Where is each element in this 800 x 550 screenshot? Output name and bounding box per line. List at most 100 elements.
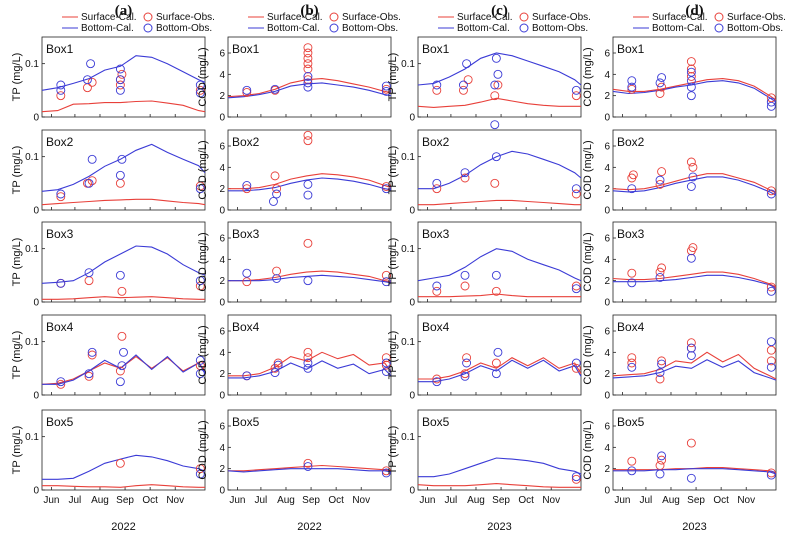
surface-obs-point bbox=[195, 464, 205, 474]
plot-area bbox=[227, 221, 392, 303]
bottom-cal-line bbox=[417, 248, 582, 282]
bottom-obs-point bbox=[432, 178, 442, 188]
bottom-obs-point bbox=[87, 347, 97, 357]
surface-obs-point bbox=[303, 43, 313, 53]
surface-obs-point bbox=[303, 353, 313, 363]
bottom-obs-point bbox=[381, 81, 391, 91]
surface-obs-point bbox=[56, 91, 66, 101]
plot-area bbox=[417, 129, 582, 211]
x-tick-label-jun: Jun bbox=[419, 495, 435, 506]
bottom-cal-line bbox=[227, 82, 392, 99]
x-tick-label-jul: Jul bbox=[640, 495, 653, 506]
x-tick-label-sep: Sep bbox=[687, 495, 705, 506]
bottom-obs-point bbox=[195, 276, 205, 286]
bottom-obs-point bbox=[571, 358, 581, 368]
box-label: Box4 bbox=[617, 320, 645, 334]
y-tick-label: 4 bbox=[219, 163, 225, 174]
y-tick-label: 0 bbox=[604, 206, 610, 217]
surface-obs-point bbox=[460, 369, 470, 379]
bottom-obs-point bbox=[86, 59, 96, 69]
box-label: Box4 bbox=[232, 320, 260, 334]
surface-obs-point bbox=[381, 84, 391, 94]
surface-obs-point bbox=[657, 356, 667, 366]
subplot-2-box2: 0 2 4 6 COD (mg/L) Box2 bbox=[197, 129, 392, 217]
bottom-obs-point bbox=[766, 286, 776, 296]
bottom-obs-point bbox=[115, 270, 125, 280]
bottom-obs-point bbox=[303, 179, 313, 189]
bottom-obs-point bbox=[493, 69, 503, 79]
bottom-cal-line bbox=[41, 55, 206, 91]
box-label: Box5 bbox=[422, 415, 450, 429]
bottom-obs-point bbox=[84, 369, 94, 379]
legend-surface-obs-label: Surface-Obs. bbox=[342, 12, 401, 23]
y-tick-label: 0 bbox=[409, 206, 415, 217]
surface-obs-point bbox=[627, 353, 637, 363]
legend: Surface-Cal.Bottom-Cal. Surface-Obs.Botto… bbox=[633, 12, 786, 34]
bottom-obs-point bbox=[491, 53, 501, 63]
legend-bottom-obs-label: Bottom-Obs. bbox=[342, 23, 398, 34]
plot-area bbox=[41, 409, 206, 491]
y-tick-label: 4 bbox=[219, 255, 225, 266]
bottom-obs-point bbox=[119, 347, 128, 357]
surface-obs-point bbox=[657, 455, 667, 465]
y-axis-label: TP (mg/L) bbox=[11, 331, 23, 380]
box-label: Box1 bbox=[46, 42, 74, 56]
plot-area bbox=[41, 221, 206, 303]
y-tick-label: 0 bbox=[604, 486, 610, 497]
surface-obs-point bbox=[628, 170, 638, 180]
y-tick-label: 0 bbox=[219, 206, 225, 217]
surface-obs-point bbox=[195, 85, 205, 95]
y-tick-label: 0 bbox=[33, 298, 39, 309]
bottom-obs-point bbox=[117, 361, 127, 371]
surface-obs-point bbox=[273, 358, 283, 368]
y-axis-label: COD (mg/L) bbox=[197, 420, 209, 479]
bottom-obs-point bbox=[115, 377, 125, 387]
bottom-obs-point bbox=[462, 59, 472, 69]
surface-obs-point bbox=[686, 338, 696, 348]
y-tick-label: 0 bbox=[409, 391, 415, 402]
x-tick-label-nov: Nov bbox=[352, 495, 370, 506]
surface-obs-point bbox=[195, 181, 205, 191]
surface-obs-point bbox=[571, 363, 581, 373]
surface-obs-point bbox=[303, 75, 313, 85]
x-tick-label-sep: Sep bbox=[302, 495, 320, 506]
surface-obs-point bbox=[195, 281, 205, 291]
bottom-obs-point bbox=[84, 178, 94, 188]
bottom-obs-point bbox=[688, 172, 698, 182]
bottom-obs-point bbox=[270, 84, 280, 94]
plot-area bbox=[612, 36, 777, 118]
y-tick-label: 0 bbox=[409, 298, 415, 309]
bottom-obs-point bbox=[462, 358, 472, 368]
y-tick-label: 4 bbox=[219, 348, 225, 359]
surface-cal-line bbox=[41, 198, 206, 206]
bottom-obs-point bbox=[381, 358, 391, 368]
y-axis-label: TP (mg/L) bbox=[387, 331, 399, 380]
bottom-obs-point bbox=[655, 78, 665, 88]
bottom-obs-point bbox=[272, 189, 282, 199]
y-axis-label: COD (mg/L) bbox=[582, 232, 594, 291]
bottom-cal-line bbox=[418, 457, 582, 478]
surface-obs-point bbox=[272, 266, 282, 276]
y-axis-label: TP (mg/L) bbox=[11, 426, 23, 475]
surface-obs-point bbox=[381, 182, 391, 191]
bottom-obs-point bbox=[381, 86, 391, 96]
bottom-obs-point bbox=[686, 67, 696, 77]
bottom-cal-line bbox=[41, 143, 206, 192]
surface-cal-line bbox=[612, 271, 777, 288]
y-tick-label: 0 bbox=[219, 298, 225, 309]
bottom-cal-line bbox=[227, 468, 392, 473]
x-tick-label-jun: Jun bbox=[43, 495, 59, 506]
plot-area bbox=[41, 129, 206, 211]
box-label: Box3 bbox=[46, 227, 74, 241]
y-axis-label: TP (mg/L) bbox=[387, 426, 399, 475]
surface-obs-point bbox=[627, 268, 637, 278]
y-tick-label: 0.1 bbox=[25, 337, 39, 348]
surface-obs-point bbox=[688, 243, 698, 253]
bottom-obs-point bbox=[490, 80, 500, 90]
bottom-obs-point bbox=[195, 469, 205, 479]
bottom-obs-point bbox=[56, 80, 66, 90]
surface-obs-point bbox=[84, 371, 94, 381]
bottom-obs-point bbox=[303, 78, 313, 88]
surface-obs-point bbox=[272, 184, 282, 194]
bottom-obs-point bbox=[686, 91, 696, 101]
